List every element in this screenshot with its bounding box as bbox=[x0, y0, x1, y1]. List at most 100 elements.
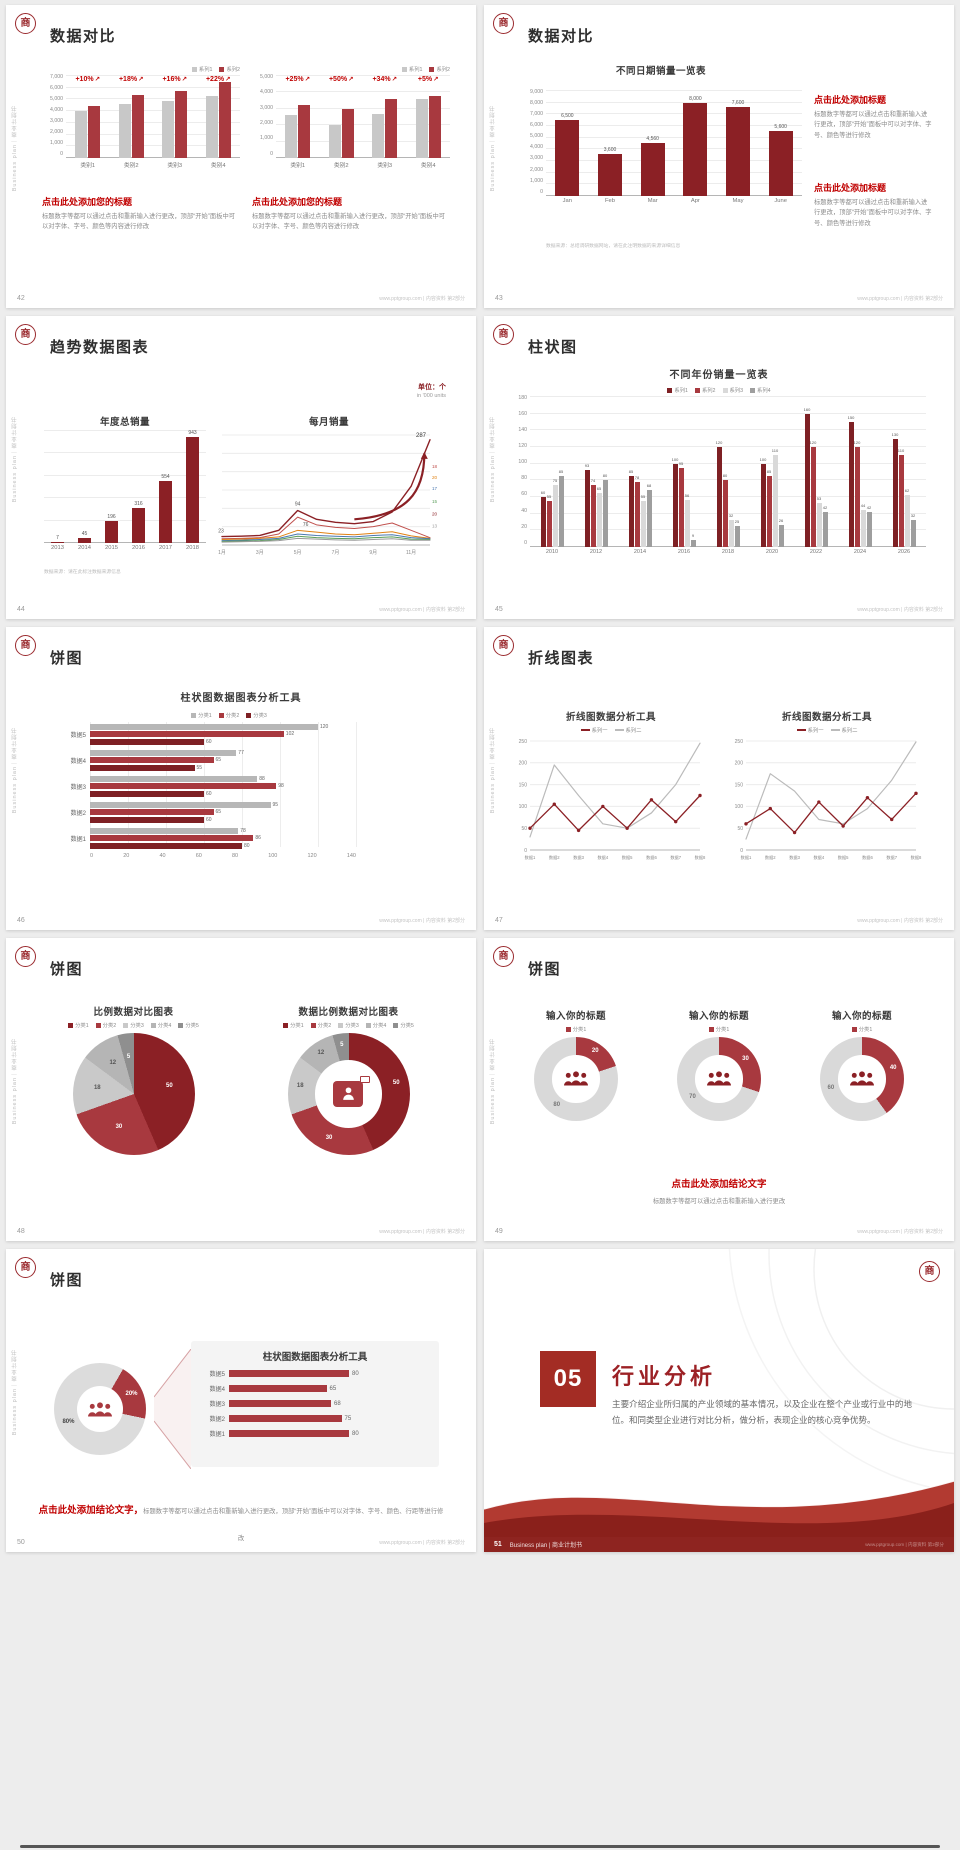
chart-title: 年度总销量 bbox=[99, 417, 150, 428]
svg-text:18: 18 bbox=[432, 464, 438, 469]
caption-title: 点击此处添加标题 bbox=[814, 183, 887, 193]
svg-text:3月: 3月 bbox=[256, 550, 264, 556]
svg-text:250: 250 bbox=[735, 739, 744, 745]
decor-swoosh bbox=[484, 1480, 954, 1537]
slide-46-hbar-chart[interactable]: 商 Business plan｜商业计划书 饼图 柱状图数据图表分析工具 分类1… bbox=[6, 627, 476, 930]
svg-text:100: 100 bbox=[735, 804, 744, 810]
caption-title: 点击此处添加您的标题 bbox=[42, 197, 133, 207]
vertical-brand-label: Business plan｜商业计划书 bbox=[490, 727, 496, 814]
page-number: 48 bbox=[17, 1228, 25, 1235]
slide-43-data-comparison[interactable]: 商 Business plan｜商业计划书 数据对比 不同日期销量一览表 9,0… bbox=[484, 5, 954, 308]
svg-text:数据7: 数据7 bbox=[670, 854, 681, 861]
seal-character: 商 bbox=[498, 17, 509, 29]
sales-bar-chart: 9,000 8,000 7,000 6,000 5,000 4,000 3,000 2,000… bbox=[520, 89, 802, 204]
yearly-grouped-bar-chart: 系列1 系列2 系列3 系列4 180 160 140 120 100 80 60 40 20 0 60 55… bbox=[512, 386, 926, 555]
pie-chart: 分类1 分类2 分类3 分类4 分类5 50 30 18 12 5 bbox=[36, 1021, 231, 1155]
slide-49-donut-charts[interactable]: 商 Business plan｜商业计划书 饼图 输入你的标题 分类1 20 80 … bbox=[484, 938, 954, 1241]
page-number: 50 bbox=[17, 1539, 25, 1546]
page-number: 44 bbox=[17, 606, 25, 613]
svg-text:5月: 5月 bbox=[294, 550, 302, 556]
brand-seal-logo: 商 bbox=[493, 13, 514, 34]
svg-text:20: 20 bbox=[432, 511, 438, 516]
vertical-brand-label: Business plan｜商业计划书 bbox=[490, 1038, 496, 1125]
slide-47-line-charts[interactable]: 商 Business plan｜商业计划书 折线图表 折线图数据分析工具 系列一… bbox=[484, 627, 954, 930]
svg-text:287: 287 bbox=[416, 433, 427, 439]
svg-text:17: 17 bbox=[432, 486, 438, 491]
page-number: 49 bbox=[495, 1228, 503, 1235]
slide-42-data-comparison[interactable]: 商 Business plan｜商业计划书 数据对比 系列1 系列2 7,000 6,… bbox=[6, 5, 476, 308]
caption-text: 标题数字等都可以通过点击和重新输入进行更改，顶部“开始”面板中可以对字体、字号、… bbox=[42, 213, 236, 231]
slide-title: 饼图 bbox=[50, 650, 84, 667]
svg-text:23: 23 bbox=[218, 529, 224, 535]
donut-block-1: 输入你的标题 分类1 20 80 bbox=[510, 1008, 642, 1121]
line-chart: 系列一 系列二 250 200 150 100 50 0 数据1 数据2 数据3 数据4 数据5 数据6 数… bbox=[518, 728, 706, 861]
chart-title: 折线图数据分析工具 bbox=[781, 712, 872, 723]
chart-title: 不同日期销量一览表 bbox=[615, 66, 706, 77]
conclusion-paragraph: 点击此处添加结论文字，标题数字等都可以通过点击和重新输入进行更改，顶部“开始”面… bbox=[36, 1495, 446, 1549]
unit-label: 单位：个 in '000 units bbox=[417, 382, 446, 399]
svg-text:7月: 7月 bbox=[332, 550, 340, 556]
slide-title: 趋势数据图表 bbox=[50, 339, 150, 356]
pie-chart-block: 比例数据对比图表 分类1 分类2 分类3 分类4 分类5 50 30 18 12 5 bbox=[36, 1004, 231, 1155]
vertical-brand-label: Business plan｜商业计划书 bbox=[490, 105, 496, 192]
vertical-brand-label: Business plan｜商业计划书 bbox=[12, 727, 18, 814]
unit-en: in '000 units bbox=[416, 393, 446, 399]
unit-cn: 单位：个 bbox=[418, 384, 446, 391]
chart-title: 比例数据对比图表 bbox=[93, 1007, 174, 1018]
chart-title: 每月销量 bbox=[308, 417, 349, 428]
svg-text:数据1: 数据1 bbox=[741, 854, 752, 861]
seal-character: 商 bbox=[20, 639, 31, 651]
svg-text:数据7: 数据7 bbox=[886, 854, 897, 861]
seal-character: 商 bbox=[20, 328, 31, 340]
chart-title: 输入你的标题 bbox=[688, 1011, 749, 1022]
slide-50-donut-analysis[interactable]: 商 Business plan｜商业计划书 饼图 20% 80% 柱状图数据图表分… bbox=[6, 1249, 476, 1552]
data-source-note: 数据来源：总结调研数据网站，请在此注明数据的来源详细信息 bbox=[546, 244, 681, 249]
donut-chart-block: 数据比例数据对比图表 分类1 分类2 分类3 分类4 分类5 50 30 18 12 5 bbox=[251, 1004, 446, 1155]
slide-45-column-chart[interactable]: 商 Business plan｜商业计划书 柱状图 不同年份销量一览表 系列1 系… bbox=[484, 316, 954, 619]
panel-bar-rows: 数据5 80 数据4 65 数据3 68 数据2 75 数据1 80 bbox=[209, 1370, 359, 1438]
donut-block-3: 输入你的标题 分类1 40 60 bbox=[796, 1008, 928, 1121]
slide-48-pie-charts[interactable]: 商 Business plan｜商业计划书 饼图 比例数据对比图表 分类1 分类2… bbox=[6, 938, 476, 1241]
seal-character: 商 bbox=[20, 1261, 31, 1273]
section-number: 05 bbox=[540, 1351, 596, 1407]
section-description: 主要介绍企业所归属的产业领域的基本情况，以及企业在整个产业或行业中的地位。和同类… bbox=[612, 1399, 912, 1425]
svg-text:数据3: 数据3 bbox=[573, 854, 584, 861]
page-number: 45 bbox=[495, 606, 503, 613]
slide-51-section-industry-analysis[interactable]: 商 05 行业分析 主要介绍企业所归属的产业领域的基本情况，以及企业在整个产业或… bbox=[484, 1249, 954, 1552]
brand-seal-logo: 商 bbox=[493, 635, 514, 656]
svg-text:250: 250 bbox=[519, 739, 528, 745]
decor-arcs bbox=[728, 1249, 954, 1489]
conclusion-title: 点击此处添加结论文字， bbox=[38, 1505, 144, 1516]
chart-title: 柱状图数据图表分析工具 bbox=[180, 693, 302, 704]
svg-text:0: 0 bbox=[740, 848, 743, 854]
slide-footer: www.pptgroup.com | 内容资料 第2部分 bbox=[379, 1229, 465, 1235]
seal-character: 商 bbox=[924, 1265, 935, 1277]
svg-text:13: 13 bbox=[432, 523, 438, 528]
brand-seal-logo: 商 bbox=[15, 1257, 36, 1278]
svg-text:数据5: 数据5 bbox=[838, 854, 849, 861]
slide-title: 数据对比 bbox=[50, 28, 117, 45]
slide-title: 饼图 bbox=[50, 961, 84, 978]
caption-block-1: 点击此处添加标题 标题数字等都可以通过点击和重新输入进行更改，顶部“开始”面板中… bbox=[814, 93, 932, 141]
line-chart: 1月 3月 5月 7月 9月 11月 23 94 76 287 18 20 17 15 20 13 bbox=[212, 431, 446, 562]
caption-block-right: 点击此处添加您的标题 标题数字等都可以通过点击和重新输入进行更改，顶部“开始”面… bbox=[252, 195, 447, 233]
caption-block-left: 点击此处添加您的标题 标题数字等都可以通过点击和重新输入进行更改，顶部“开始”面… bbox=[42, 195, 237, 233]
caption-title: 点击此处添加标题 bbox=[814, 95, 887, 105]
slide-44-trend-charts[interactable]: 商 Business plan｜商业计划书 趋势数据图表 单位：个 in '00… bbox=[6, 316, 476, 619]
donut-chart: 分类1 40 60 bbox=[796, 1025, 928, 1121]
brand-seal-logo: 商 bbox=[493, 946, 514, 967]
chart-title: 输入你的标题 bbox=[545, 1011, 606, 1022]
bar-chart: 7 45 196 316 554 943 2013 2014 2015 2016 2017 2018 bbox=[44, 430, 206, 551]
grouped-bar-chart-right: 系列1 系列2 5,000 4,000 3,000 2,000 1,000 0 +25%↗ +50… bbox=[260, 66, 450, 169]
grouped-bar-chart-left: 系列1 系列2 7,000 6,000 5,000 4,000 3,000 2,000 1,00… bbox=[50, 66, 240, 169]
horizontal-bar-chart: 分类1 分类2 分类3 数据5 120 102 60 数据4 77 65 55 数据3 88 98 60 数据… bbox=[70, 712, 357, 859]
svg-text:数据4: 数据4 bbox=[597, 854, 608, 861]
chart-title: 数据比例数据对比图表 bbox=[298, 1007, 399, 1018]
donut-chart: 分类1 20 80 bbox=[510, 1025, 642, 1121]
data-source-note: 数据来源：请在此标注数据来源信息 bbox=[44, 570, 121, 575]
slide-title: 数据对比 bbox=[528, 28, 595, 45]
svg-text:20: 20 bbox=[432, 475, 438, 480]
caption-text: 标题数字等都可以通过点击和重新输入进行更改，顶部“开始”面板中可以对字体、字号、… bbox=[252, 213, 446, 231]
svg-text:11月: 11月 bbox=[406, 550, 416, 556]
svg-text:1月: 1月 bbox=[218, 550, 226, 556]
